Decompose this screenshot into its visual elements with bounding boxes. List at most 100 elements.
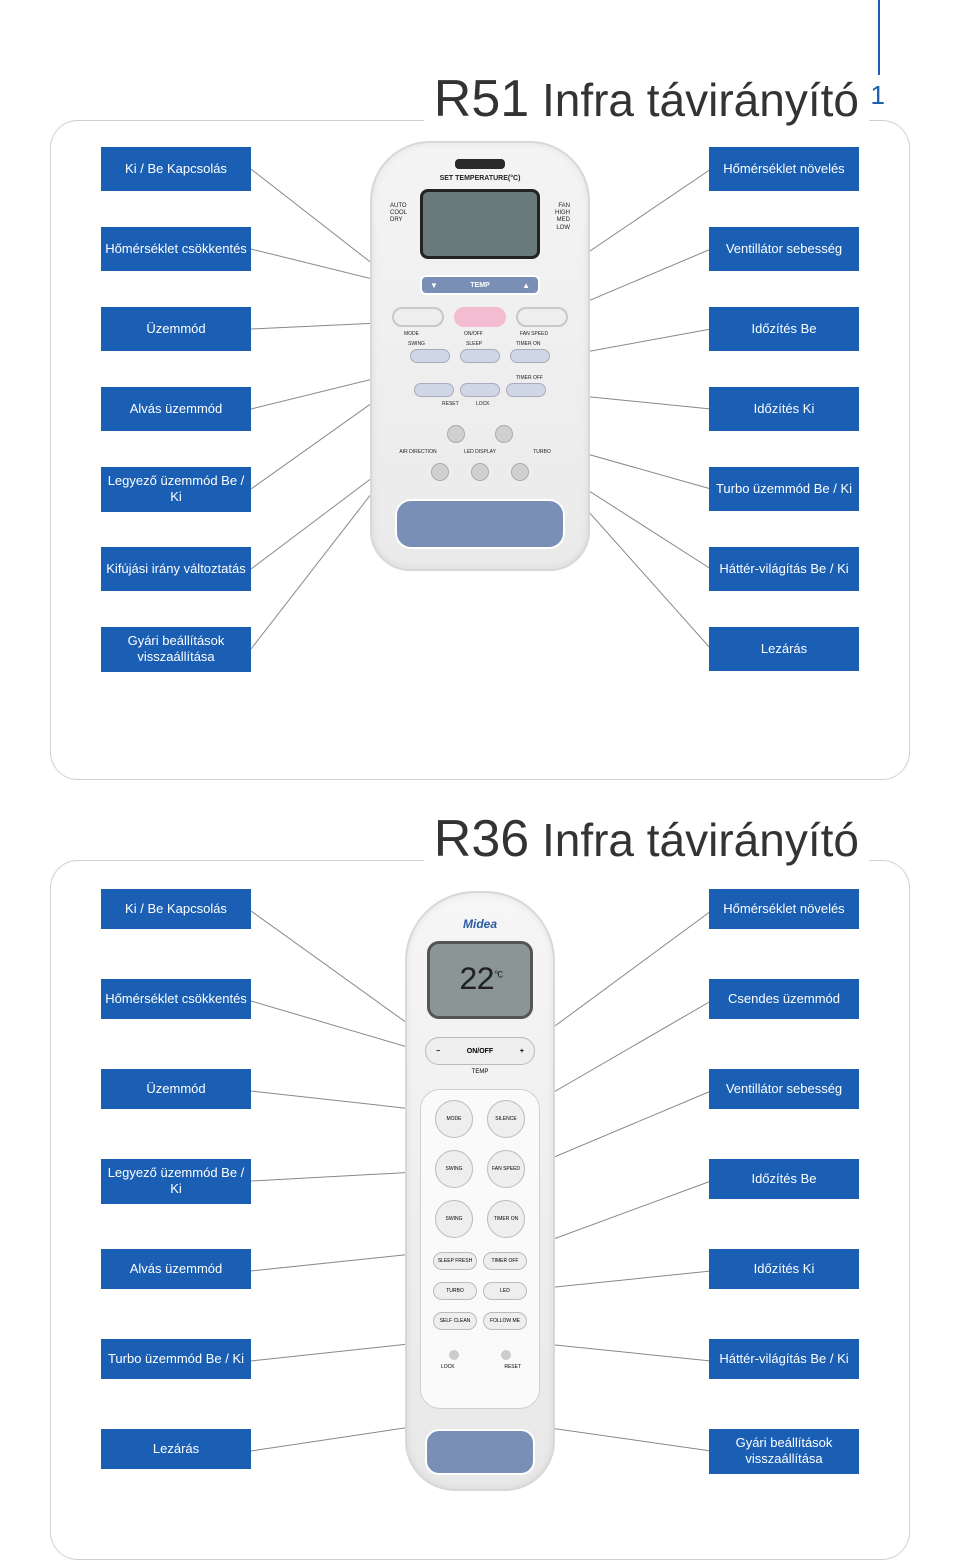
led-pill[interactable]: LED	[483, 1282, 527, 1300]
lcd-value: 22°C	[459, 962, 501, 999]
callout-l4-r36: Legyező üzemmód Be / Ki	[101, 1159, 251, 1204]
callout-l6-r51: Kifújási irány változtatás	[101, 547, 251, 591]
lock-dot[interactable]	[449, 1350, 459, 1360]
mode-button[interactable]	[392, 307, 444, 327]
model-r51: R51	[434, 70, 529, 128]
callout-l3-r51: Üzemmód	[101, 307, 251, 351]
reset-dot[interactable]	[501, 1350, 511, 1360]
temp-bar[interactable]: TEMP	[420, 275, 540, 295]
air-dot[interactable]	[431, 463, 449, 481]
onoff-btn-label: ON/OFF	[464, 331, 483, 337]
section-title-r36: R36 Infra távirányító	[424, 809, 869, 869]
led-label: LED DISPLAY	[460, 449, 500, 455]
callout-r5-r51: Turbo üzemmód Be / Ki	[709, 467, 859, 511]
model-r36: R36	[434, 810, 529, 868]
onoff-text: ON/OFF	[467, 1048, 493, 1055]
page: 1 R51 Infra távirányító	[0, 0, 960, 1566]
swing-button[interactable]	[410, 349, 450, 363]
temp-label-r36: TEMP	[472, 1069, 489, 1075]
mode-list-left: AUTO COOL DRY	[390, 203, 407, 225]
lcd-unit: °C	[493, 970, 501, 981]
ir-window	[455, 159, 505, 169]
timeron-circle[interactable]: TIMER ON	[487, 1200, 525, 1238]
title-rest-r36: Infra távirányító	[542, 814, 859, 866]
fanspeed-button[interactable]	[516, 307, 568, 327]
callout-l2-r36: Hőmérséklet csökkentés	[101, 979, 251, 1019]
reset-dot[interactable]	[447, 425, 465, 443]
lock-label: LOCK	[476, 401, 490, 407]
reset-tiny: RESET	[504, 1364, 521, 1370]
sleep-button[interactable]	[460, 349, 500, 363]
swing-label: SWING	[408, 341, 425, 347]
lcd-r51	[420, 189, 540, 259]
follow-pill[interactable]: FOLLOW ME	[483, 1312, 527, 1330]
dot-row-2	[431, 463, 529, 481]
lcd-r36: 22°C	[427, 941, 533, 1019]
callout-l5-r51: Legyező üzemmód Be / Ki	[101, 467, 251, 512]
header-rule	[878, 0, 880, 75]
callout-l3-r36: Üzemmód	[101, 1069, 251, 1109]
self-pill[interactable]: SELF CLEAN	[433, 1312, 477, 1330]
section-r36: R36 Infra távirányító Midea 22°C	[50, 860, 910, 1560]
lock-tiny: LOCK	[441, 1364, 455, 1370]
lock-dot[interactable]	[495, 425, 513, 443]
timeron-button[interactable]	[510, 349, 550, 363]
timeroff-pill[interactable]: TIMER OFF	[483, 1252, 527, 1270]
fan-circle[interactable]: FAN SPEED	[487, 1150, 525, 1188]
swing-h-circle[interactable]: SWING	[435, 1200, 473, 1238]
dot-row-1	[447, 425, 513, 443]
mode-list-right: FAN HIGH MED LOW	[555, 203, 570, 232]
onoff-button[interactable]	[454, 307, 506, 327]
timeron-label: TIMER ON	[516, 341, 540, 347]
lcd-num: 22	[459, 962, 493, 999]
section-r51: R51 Infra távirányító SET TEMPERATURE(°C…	[50, 120, 910, 780]
fan-btn-label: FAN SPEED	[520, 331, 548, 337]
callout-r2-r51: Ventillátor sebesség	[709, 227, 859, 271]
callout-r6-r36: Háttér-világítás Be / Ki	[709, 1339, 859, 1379]
callout-l5-r36: Alvás üzemmód	[101, 1249, 251, 1289]
button-row-2	[410, 349, 550, 363]
swing-v-circle[interactable]: SWING	[435, 1150, 473, 1188]
turbo-pill[interactable]: TURBO	[433, 1282, 477, 1300]
plus-icon: +	[520, 1048, 524, 1055]
turbo-dot[interactable]	[511, 463, 529, 481]
callout-r1-r36: Hőmérséklet növelés	[709, 889, 859, 929]
button-row-3	[414, 383, 546, 397]
turbo-label: TURBO	[522, 449, 562, 455]
mode-btn-label: MODE	[404, 331, 419, 337]
callout-l1-r36: Ki / Be Kapcsolás	[101, 889, 251, 929]
onoff-button-r36[interactable]: − ON/OFF +	[425, 1037, 535, 1065]
callout-r3-r51: Időzítés Be	[709, 307, 859, 351]
temp-label: TEMP	[470, 282, 489, 289]
callout-r6-r51: Háttér-világítás Be / Ki	[709, 547, 859, 591]
remote-r36: Midea 22°C − ON/OFF + TEMP MODE SILENCE …	[405, 891, 555, 1491]
minus-icon: −	[436, 1048, 440, 1055]
mode-circle[interactable]: MODE	[435, 1100, 473, 1138]
page-number: 1	[871, 80, 885, 111]
callout-l7-r36: Lezárás	[101, 1429, 251, 1469]
callout-l6-r36: Turbo üzemmód Be / Ki	[101, 1339, 251, 1379]
sleep-pill[interactable]: SLEEP FRESH	[433, 1252, 477, 1270]
timeroff-label: TIMER OFF	[516, 375, 543, 381]
remote-r51: SET TEMPERATURE(°C) AUTO COOL DRY FAN HI…	[370, 141, 590, 571]
accent-bar-r36	[425, 1429, 535, 1475]
callout-l2-r51: Hőmérséklet csökkentés	[101, 227, 251, 271]
callout-r4-r36: Időzítés Be	[709, 1159, 859, 1199]
title-rest-r51: Infra távirányító	[542, 74, 859, 126]
callout-r3-r36: Ventillátor sebesség	[709, 1069, 859, 1109]
led-dot[interactable]	[471, 463, 489, 481]
set-temp-label: SET TEMPERATURE(°C)	[440, 175, 521, 182]
callout-l1-r51: Ki / Be Kapcsolás	[101, 147, 251, 191]
sleep2-button[interactable]	[460, 383, 500, 397]
reset-label: RESET	[442, 401, 459, 407]
section-title-r51: R51 Infra távirányító	[424, 69, 869, 129]
button-row-1	[392, 307, 568, 327]
silence-circle[interactable]: SILENCE	[487, 1100, 525, 1138]
callout-l7-r51: Gyári beállítások visszaállítása	[101, 627, 251, 672]
swing2-button[interactable]	[414, 383, 454, 397]
timeroff-button[interactable]	[506, 383, 546, 397]
callout-l4-r51: Alvás üzemmód	[101, 387, 251, 431]
callout-r5-r36: Időzítés Ki	[709, 1249, 859, 1289]
callout-r7-r51: Lezárás	[709, 627, 859, 671]
accent-bar-r51	[395, 499, 565, 549]
